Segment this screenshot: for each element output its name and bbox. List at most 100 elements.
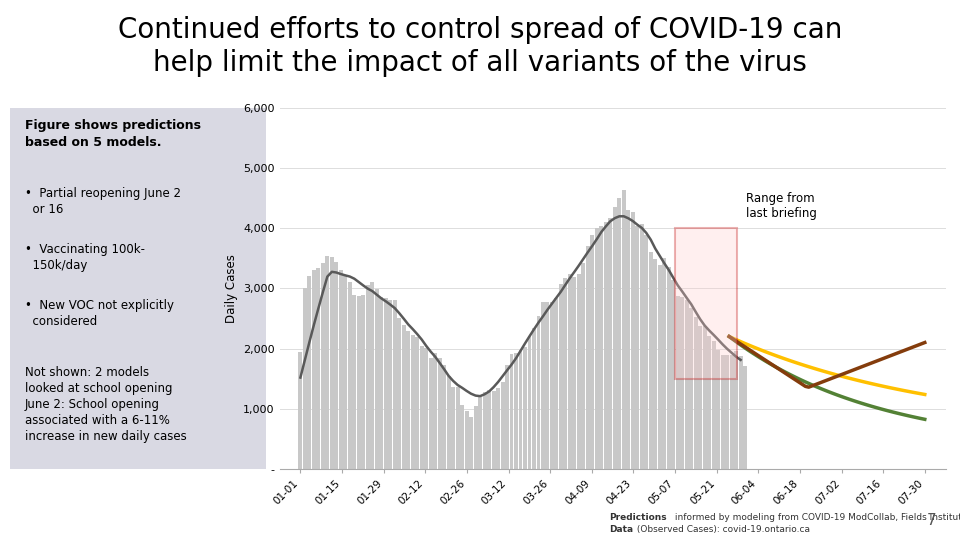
Bar	[528, 336, 532, 469]
Bar	[307, 276, 311, 469]
Bar	[348, 282, 351, 469]
Bar	[582, 263, 586, 469]
Bar	[622, 190, 626, 469]
Bar	[675, 228, 737, 378]
Bar	[676, 296, 680, 469]
Bar	[537, 315, 540, 469]
Bar	[429, 358, 433, 469]
Bar	[631, 212, 635, 469]
Bar	[626, 210, 631, 469]
Bar	[465, 411, 468, 469]
Bar	[478, 397, 482, 469]
Bar	[510, 354, 514, 469]
Bar	[716, 349, 720, 469]
Bar	[401, 325, 406, 469]
Bar	[586, 246, 589, 469]
Bar	[564, 278, 567, 469]
Bar	[492, 391, 495, 469]
Bar	[433, 353, 437, 469]
Text: •  Partial reopening June 2
  or 16: • Partial reopening June 2 or 16	[25, 187, 181, 216]
Bar	[725, 355, 729, 469]
Bar	[388, 300, 393, 469]
Text: Data: Data	[610, 524, 634, 534]
Text: Predictions: Predictions	[610, 513, 667, 522]
Bar	[339, 271, 343, 469]
Bar	[559, 284, 563, 469]
Text: •  Vaccinating 100k-
  150k/day: • Vaccinating 100k- 150k/day	[25, 243, 145, 272]
Bar	[708, 336, 711, 469]
Bar	[572, 277, 576, 469]
Bar	[590, 235, 594, 469]
Bar	[469, 417, 473, 469]
Bar	[317, 268, 321, 469]
Bar	[703, 326, 707, 469]
Bar	[456, 387, 460, 469]
Bar	[609, 218, 612, 469]
Text: Range from
last briefing: Range from last briefing	[746, 192, 817, 220]
Bar	[711, 341, 715, 469]
Bar	[568, 274, 572, 469]
Bar	[361, 295, 365, 469]
Bar	[397, 318, 401, 469]
Text: 7: 7	[926, 513, 936, 528]
Bar	[299, 353, 302, 469]
Bar	[393, 300, 396, 469]
Bar	[371, 282, 374, 469]
Bar	[518, 350, 522, 469]
Bar	[721, 355, 725, 469]
Bar	[352, 295, 356, 469]
Bar	[617, 198, 621, 469]
Bar	[577, 274, 581, 469]
Bar	[366, 285, 370, 469]
Bar	[662, 258, 666, 469]
Bar	[496, 388, 500, 469]
Bar	[325, 257, 329, 469]
Bar	[738, 356, 743, 469]
Y-axis label: Daily Cases: Daily Cases	[225, 254, 237, 323]
Bar	[443, 365, 446, 469]
Bar	[424, 348, 428, 469]
Text: Continued efforts to control spread of COVID-19 can
help limit the impact of all: Continued efforts to control spread of C…	[118, 16, 842, 77]
Bar	[514, 353, 518, 469]
Bar	[451, 387, 455, 469]
Bar	[658, 265, 661, 469]
Text: informed by modeling from COVID-19 ModCollab, Fields Institute, McMasterU, PHO, : informed by modeling from COVID-19 ModCo…	[672, 513, 960, 522]
Bar	[460, 405, 464, 469]
Bar	[505, 364, 509, 469]
Bar	[689, 308, 693, 469]
Bar	[636, 226, 639, 469]
Bar	[604, 222, 608, 469]
Text: Not shown: 2 models
looked at school opening
June 2: School opening
associated w: Not shown: 2 models looked at school ope…	[25, 366, 186, 443]
Bar	[743, 366, 747, 469]
Bar	[730, 355, 733, 469]
Bar	[379, 297, 383, 469]
Bar	[545, 302, 549, 469]
Bar	[684, 300, 688, 469]
Bar	[532, 328, 536, 469]
Bar	[446, 376, 450, 469]
Bar	[599, 226, 603, 469]
Bar	[644, 235, 648, 469]
Text: (Observed Cases): covid-19.ontario.ca: (Observed Cases): covid-19.ontario.ca	[634, 524, 809, 534]
Bar	[420, 346, 423, 469]
Bar	[612, 207, 617, 469]
Bar	[406, 331, 410, 469]
Bar	[595, 227, 599, 469]
Bar	[550, 302, 554, 469]
Bar	[681, 298, 684, 469]
Bar	[330, 257, 334, 469]
Bar	[694, 317, 698, 469]
FancyBboxPatch shape	[10, 108, 266, 469]
Bar	[416, 337, 420, 469]
Bar	[671, 280, 675, 469]
Bar	[312, 270, 316, 469]
Bar	[334, 262, 338, 469]
Bar	[698, 326, 702, 469]
Bar	[649, 252, 653, 469]
Bar	[654, 259, 658, 469]
Bar	[411, 335, 415, 469]
Bar	[303, 288, 307, 469]
Bar	[384, 298, 388, 469]
Text: •  New VOC not explicitly
  considered: • New VOC not explicitly considered	[25, 299, 174, 328]
Bar	[438, 357, 442, 469]
